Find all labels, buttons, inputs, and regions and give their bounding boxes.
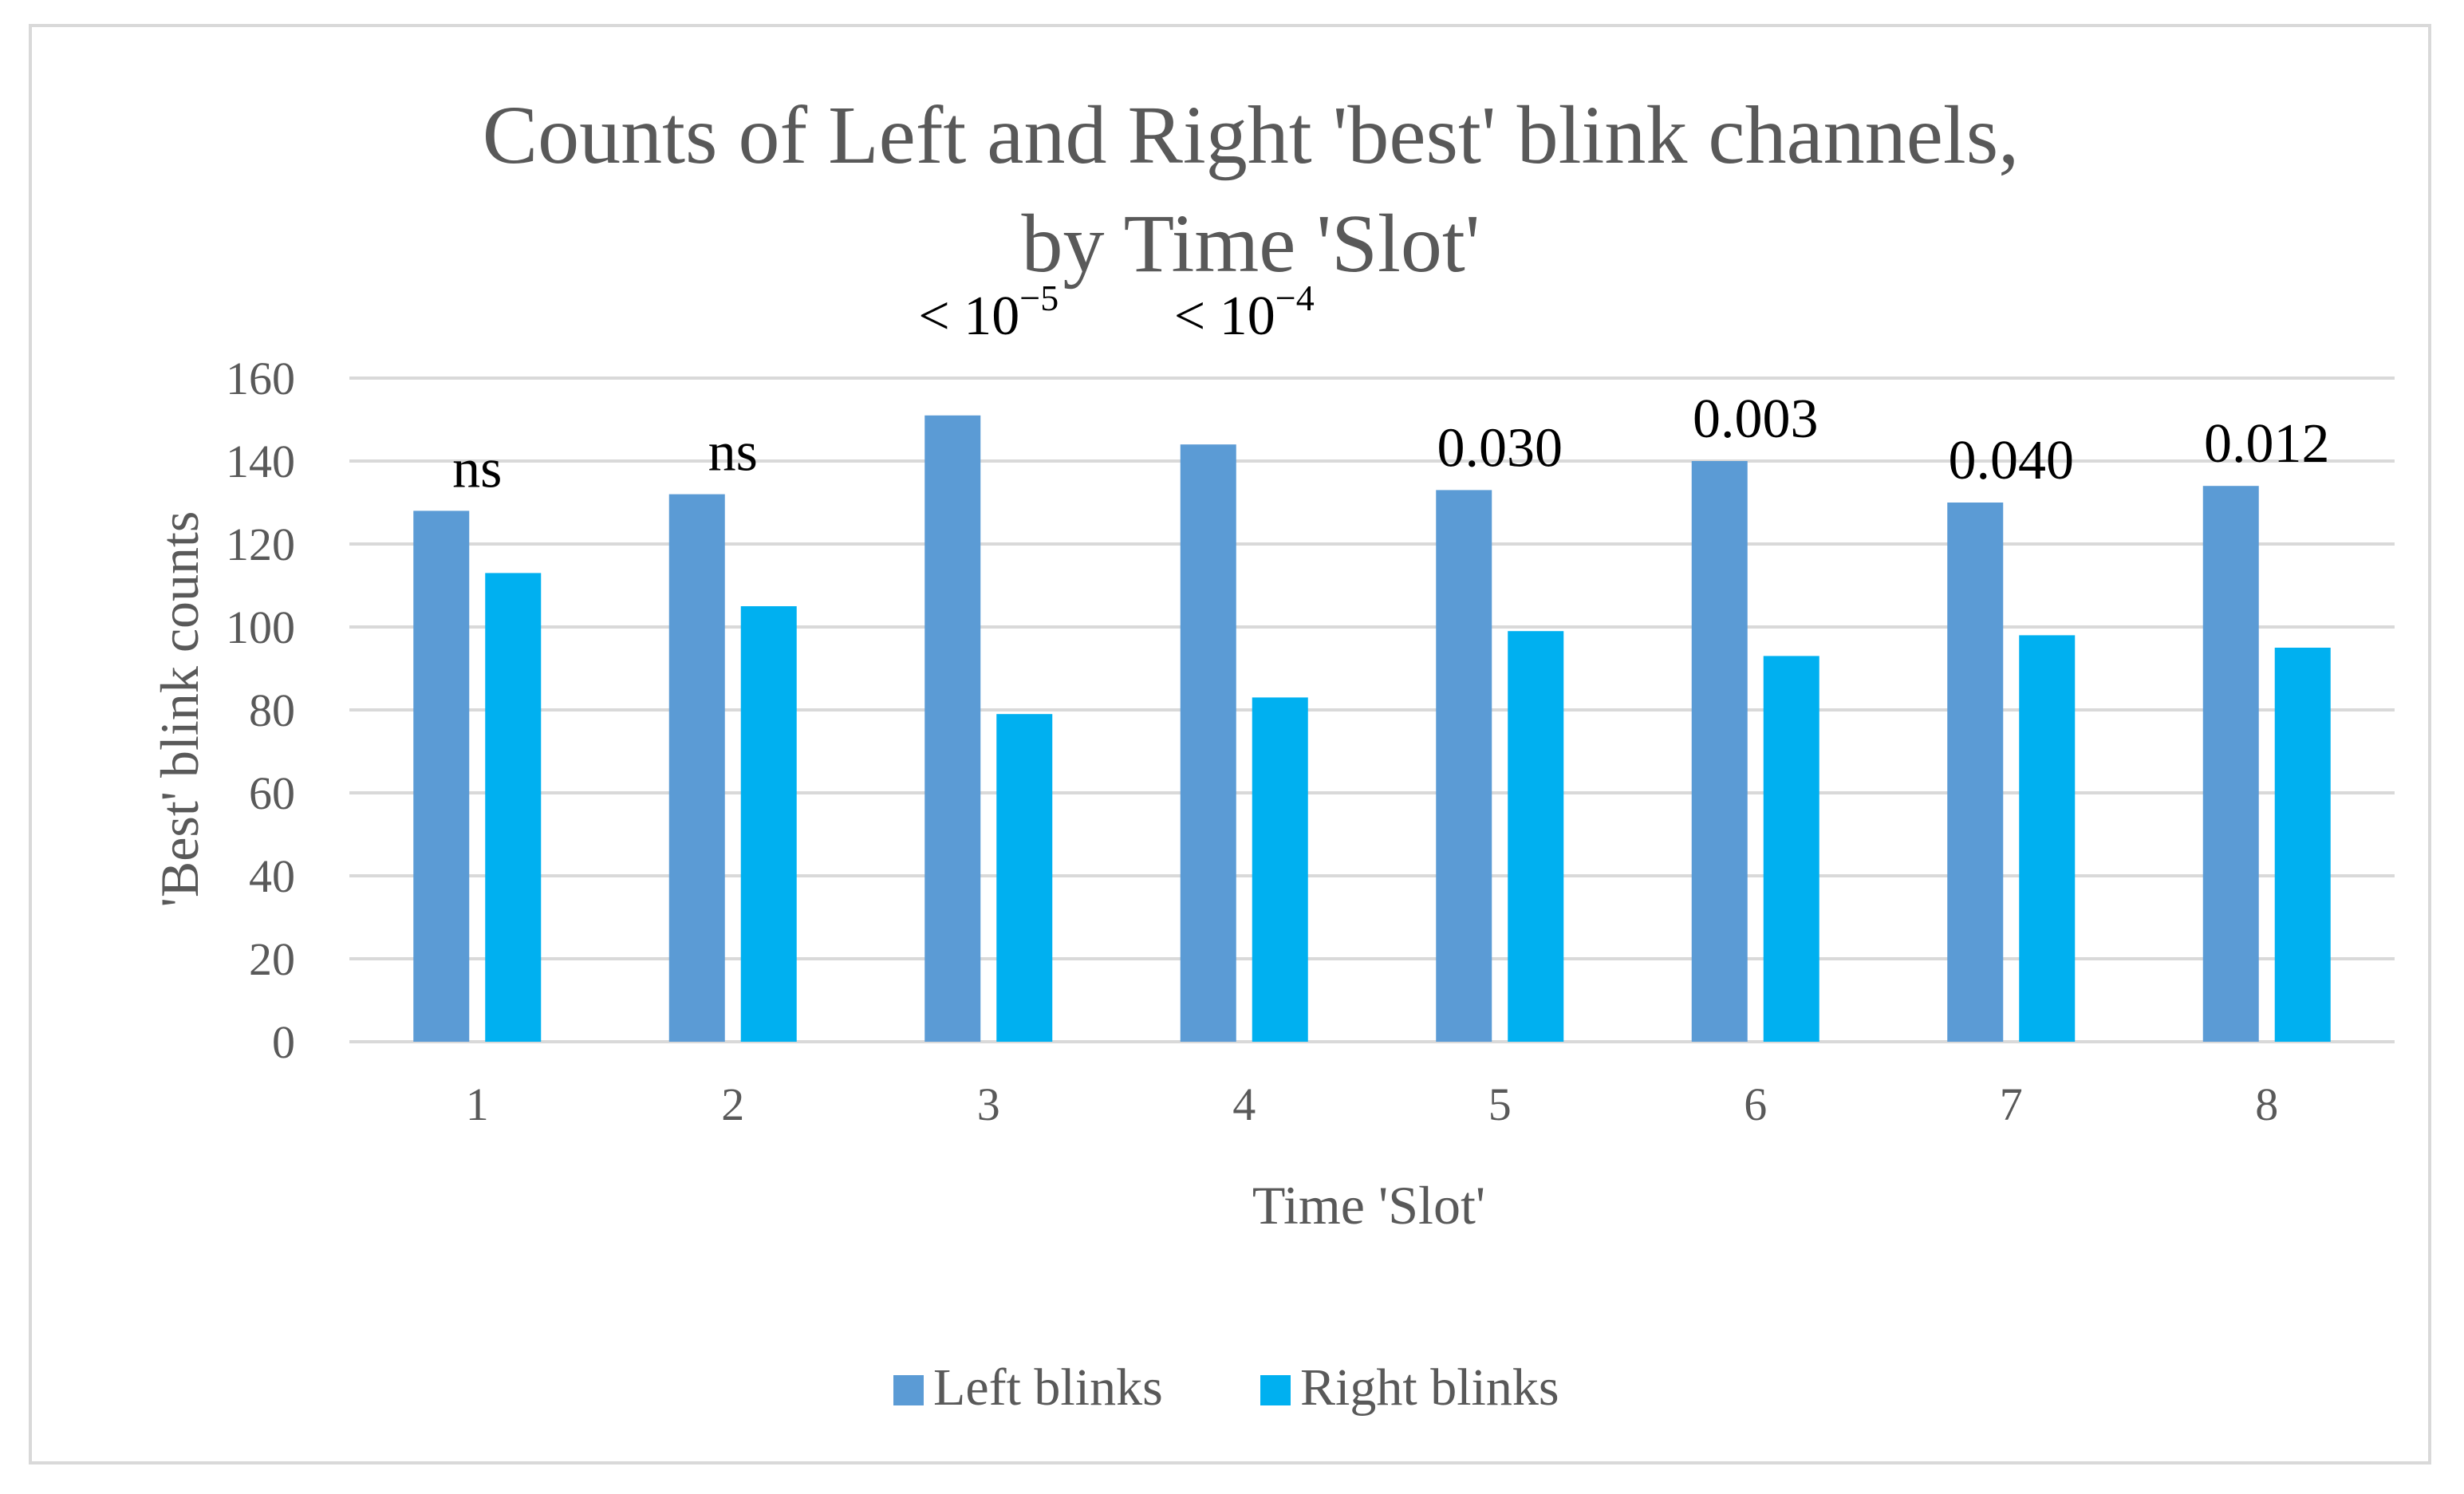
chart-frame: Counts of Left and Right 'best' blink ch…	[29, 24, 2431, 1464]
significance-label-slot-1: ns	[452, 438, 502, 499]
significance-value: < 10	[1174, 286, 1275, 347]
legend-label-right: Right blinks	[1300, 1358, 1559, 1417]
significance-label-slot-7: 0.040	[1949, 430, 2075, 491]
significance-value: 0.040	[1949, 430, 2075, 491]
x-tick-label: 4	[1232, 1078, 1256, 1130]
significance-value: ns	[708, 422, 758, 483]
y-tick-label: 0	[272, 1016, 295, 1068]
x-axis-label: Time 'Slot'	[1252, 1175, 1485, 1236]
bar-right-slot-6	[1763, 656, 1819, 1042]
significance-value: 0.030	[1437, 417, 1563, 479]
bar-left-slot-7	[1947, 503, 2004, 1042]
bar-left-slot-3	[924, 415, 981, 1042]
significance-exponent: −4	[1275, 278, 1315, 318]
y-tick-label: 20	[249, 933, 295, 985]
x-tick-label: 6	[1744, 1078, 1767, 1130]
legend-swatch-right	[1260, 1375, 1291, 1405]
chart-title-line-2: by Time 'Slot'	[1021, 198, 1480, 290]
bar-right-slot-7	[2019, 635, 2076, 1042]
y-tick-label: 140	[226, 436, 295, 487]
y-tick-label: 40	[249, 850, 295, 902]
bar-left-slot-5	[1436, 490, 1492, 1042]
significance-value: < 10	[918, 286, 1019, 347]
y-tick-label: 160	[226, 353, 295, 404]
significance-value: 0.003	[1693, 388, 1819, 450]
significance-exponent: −5	[1019, 278, 1059, 318]
chart: Counts of Left and Right 'best' blink ch…	[149, 89, 2395, 1417]
chart-title-line-1: Counts of Left and Right 'best' blink ch…	[483, 89, 2020, 181]
significance-label-slot-2: ns	[708, 422, 758, 483]
bar-left-slot-2	[668, 494, 725, 1042]
significance-label-slot-8: 0.012	[2204, 413, 2330, 475]
bar-right-slot-5	[1508, 631, 1564, 1042]
bar-right-slot-8	[2274, 648, 2331, 1042]
legend: Left blinks Right blinks	[893, 1358, 1559, 1417]
bar-left-slot-1	[413, 510, 470, 1042]
bar-right-slot-3	[996, 714, 1053, 1042]
significance-label-slot-5: 0.030	[1437, 417, 1563, 479]
significance-label-slot-3: < 10−5	[918, 278, 1059, 347]
significance-value: ns	[452, 438, 502, 499]
significance-value: 0.012	[2204, 413, 2330, 475]
y-tick-label: 100	[226, 601, 295, 653]
x-axis-ticks: 1 2 3 4 5 6 7 8	[466, 1078, 2279, 1130]
y-tick-label: 80	[249, 684, 295, 736]
x-tick-label: 5	[1488, 1078, 1512, 1130]
gridlines	[349, 376, 2395, 1043]
significance-label-slot-4: < 10−4	[1174, 278, 1315, 347]
bar-right-slot-2	[740, 606, 797, 1042]
bar-left-slot-4	[1180, 444, 1236, 1042]
x-tick-label: 8	[2255, 1078, 2278, 1130]
y-axis-ticks: 0 20 40 60 80 100 120 140 160	[226, 353, 295, 1068]
x-tick-label: 1	[466, 1078, 489, 1130]
bar-right-slot-1	[485, 573, 542, 1042]
significance-label-slot-6: 0.003	[1693, 388, 1819, 450]
y-tick-label: 60	[249, 767, 295, 819]
bar-right-slot-4	[1252, 697, 1308, 1042]
bars	[413, 415, 2331, 1042]
y-tick-label: 120	[226, 518, 295, 570]
legend-label-left: Left blinks	[933, 1358, 1163, 1417]
y-axis-label: 'Best' blink counts	[149, 511, 210, 908]
bar-left-slot-8	[2202, 486, 2259, 1042]
x-tick-label: 7	[2000, 1078, 2023, 1130]
x-tick-label: 3	[977, 1078, 1000, 1130]
legend-swatch-left	[893, 1375, 924, 1405]
x-tick-label: 2	[721, 1078, 744, 1130]
bar-left-slot-6	[1691, 461, 1748, 1042]
